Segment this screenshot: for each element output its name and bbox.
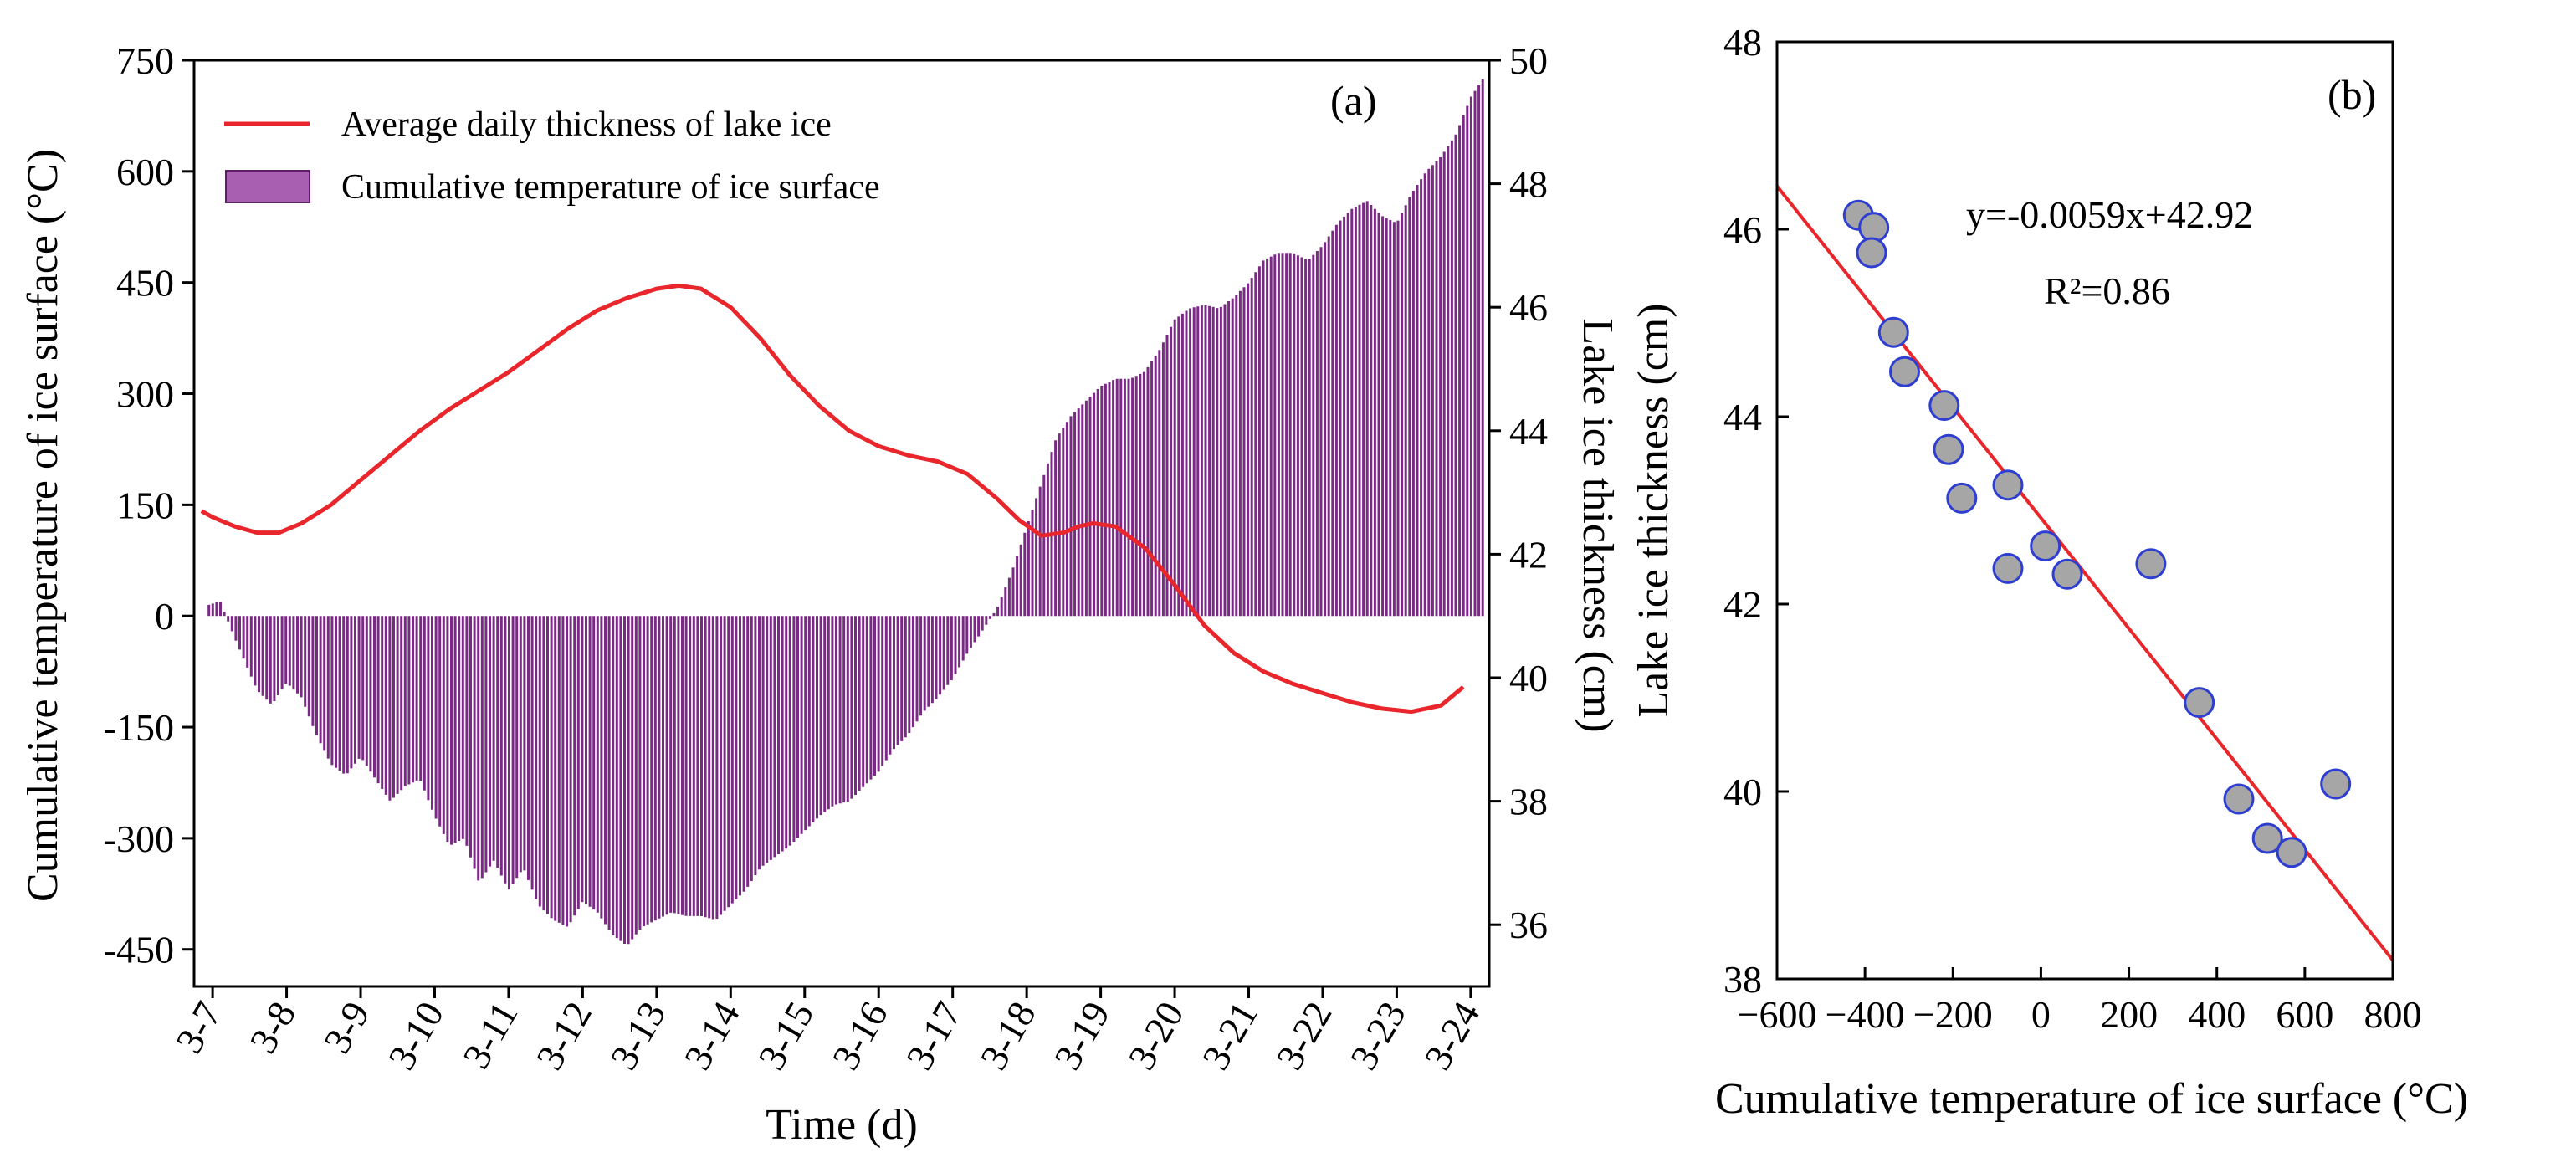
- scatter-point: [2320, 768, 2352, 800]
- panel-b-frame: [1775, 40, 2394, 981]
- x-tick-label: 3-11: [454, 995, 525, 1076]
- y-left-tick-label: 450: [116, 262, 174, 305]
- x-tick-label: 3-22: [1268, 995, 1339, 1078]
- scatter-point: [2223, 783, 2255, 815]
- x-tick-label: 3-10: [380, 995, 452, 1078]
- y-tick-label: 48: [1723, 21, 1762, 64]
- panel-a-frame: [192, 59, 1491, 988]
- panel-a-y-left-label: Cumulative temperature of ice surface (°…: [19, 149, 67, 902]
- scatter-point: [2135, 548, 2167, 580]
- x-tick-label: 800: [2364, 993, 2422, 1036]
- y-right-tick-label: 50: [1509, 39, 1548, 82]
- x-tick-label: 3-19: [1046, 995, 1118, 1078]
- y-left-tick-label: -300: [104, 817, 174, 860]
- panel-b-x-label: Cumulative temperature of ice surface (°…: [1715, 1075, 2468, 1123]
- ice-thickness-line: [200, 283, 1465, 715]
- scatter-point: [2276, 837, 2307, 868]
- y-left-tick-label: 300: [116, 373, 174, 416]
- panel-a-label: (a): [1330, 77, 1377, 124]
- scatter-points: [1842, 199, 2352, 868]
- scatter-point: [1877, 316, 1909, 348]
- y-right-tick-label: 40: [1509, 657, 1548, 699]
- scatter-point: [2251, 822, 2283, 854]
- legend-bar-swatch: [225, 170, 310, 203]
- scatter-point: [1992, 469, 2024, 501]
- legend-line-label: Average daily thickness of lake ice: [341, 105, 832, 144]
- x-tick-label: 3-23: [1342, 995, 1414, 1078]
- regression-equation: y=-0.0059x+42.92: [1966, 193, 2253, 236]
- x-tick-label: −600: [1738, 993, 1817, 1036]
- x-tick-label: 400: [2188, 993, 2246, 1036]
- scatter-point: [1856, 237, 1887, 269]
- y-left-tick-label: 0: [155, 595, 174, 638]
- y-left-tick-label: 150: [116, 484, 174, 526]
- x-tick-label: 3-13: [602, 995, 673, 1078]
- r-squared-label: R²=0.86: [2044, 269, 2170, 312]
- x-tick-label: −200: [1913, 993, 1993, 1036]
- x-tick-label: 3-7: [167, 995, 230, 1061]
- panel-b-y-label: Lake ice thickness (cm): [1630, 303, 1677, 717]
- scatter-point: [2030, 530, 2061, 562]
- scatter-point: [1889, 356, 1920, 387]
- x-tick-label: −400: [1826, 993, 1905, 1036]
- x-tick-label: 3-24: [1416, 995, 1488, 1078]
- panel-b-axes: 38 40 42 44 46 48 −600 −400 −200 0 200 400 600 800: [1723, 21, 2422, 1036]
- x-tick-label: 3-8: [241, 995, 304, 1061]
- x-tick-label: 3-12: [528, 995, 600, 1078]
- y-tick-label: 38: [1723, 958, 1762, 1001]
- x-tick-label: 600: [2276, 993, 2333, 1036]
- y-right-tick-label: 42: [1509, 533, 1548, 576]
- panel-a-chart: -450 -300 -150 0 150 300 450 600 750 36 38 40 42 44 46…: [19, 39, 1621, 1149]
- panel-b-chart: 38 40 42 44 46 48 −600 −400 −200 0 200 400 600 800 (b…: [1630, 21, 2468, 1123]
- y-tick-label: 40: [1723, 771, 1762, 813]
- y-right-tick-label: 36: [1509, 904, 1548, 946]
- scatter-point: [1992, 552, 2024, 584]
- panel-a-legend: Average daily thickness of lake ice Cumu…: [224, 105, 880, 207]
- scatter-point: [2051, 558, 2083, 590]
- x-tick-label: 3-17: [898, 995, 970, 1078]
- y-left-tick-label: 750: [116, 39, 174, 82]
- x-tick-label: 3-16: [824, 995, 896, 1078]
- x-tick-label: 3-15: [750, 995, 822, 1078]
- x-tick-label: 3-21: [1194, 995, 1266, 1078]
- x-tick-label: 3-20: [1119, 995, 1191, 1078]
- y-tick-label: 42: [1723, 583, 1762, 626]
- scatter-point: [1933, 433, 1964, 465]
- ice-thickness-line-series: [200, 283, 1465, 715]
- y-right-tick-label: 46: [1509, 286, 1548, 329]
- legend-bar-label: Cumulative temperature of ice surface: [341, 168, 880, 207]
- x-tick-label: 3-18: [971, 995, 1043, 1078]
- scatter-point: [1928, 390, 1960, 422]
- panel-a-x-label: Time (d): [766, 1101, 918, 1149]
- regression-line: [1775, 185, 2394, 961]
- y-tick-label: 44: [1723, 396, 1762, 438]
- scatter-point: [1946, 482, 1978, 514]
- y-left-tick-label: -450: [104, 929, 174, 971]
- cumulative-temperature-bars: [207, 79, 1484, 945]
- y-right-tick-label: 48: [1509, 163, 1548, 206]
- x-tick-label: 200: [2100, 993, 2158, 1036]
- panel-b-label: (b): [2328, 71, 2376, 118]
- panel-a-y-right-label: Lake ice thickness (cm): [1574, 318, 1621, 732]
- y-tick-label: 46: [1723, 208, 1762, 251]
- x-tick-label: 3-14: [676, 995, 748, 1078]
- y-left-tick-label: 600: [116, 151, 174, 193]
- y-left-tick-label: -150: [104, 706, 174, 749]
- y-right-tick-label: 38: [1509, 781, 1548, 823]
- x-tick-label: 0: [2031, 993, 2051, 1036]
- x-tick-label: 3-9: [315, 995, 378, 1061]
- y-right-tick-label: 44: [1509, 410, 1548, 453]
- scatter-point: [2184, 687, 2215, 719]
